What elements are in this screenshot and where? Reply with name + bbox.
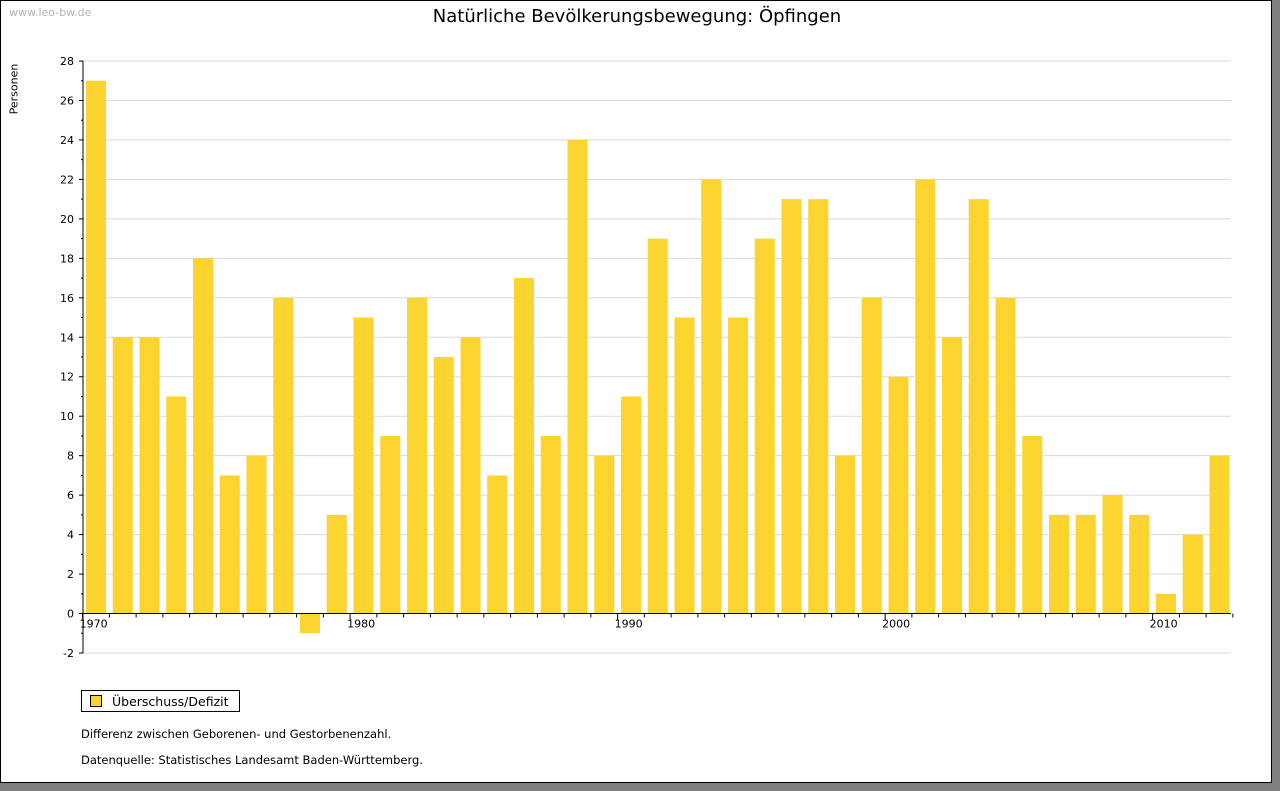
y-tick-label: 2 [67, 568, 74, 581]
bar [1075, 514, 1096, 614]
bar [246, 455, 267, 614]
bar [514, 278, 534, 614]
x-tick-label: 1990 [615, 618, 643, 631]
bar [112, 337, 133, 614]
y-tick-label: 20 [60, 213, 74, 226]
bar [407, 297, 427, 614]
x-tick-label: 2010 [1150, 618, 1178, 631]
bar [1182, 534, 1203, 614]
bar [300, 613, 320, 634]
y-tick-label: 12 [60, 371, 74, 384]
y-tick-label: 14 [60, 331, 74, 344]
bar [888, 376, 909, 614]
x-tick-label: 1970 [80, 618, 108, 631]
source-note: Datenquelle: Statistisches Landesamt Bad… [81, 753, 423, 767]
bar [1209, 455, 1230, 614]
bar [326, 514, 347, 614]
bar [273, 297, 294, 614]
bar [915, 179, 936, 614]
bar [942, 337, 962, 614]
bar [701, 179, 722, 614]
bar [219, 475, 240, 614]
bar [567, 139, 588, 614]
y-tick-label: 8 [67, 450, 74, 463]
bar [86, 80, 106, 614]
y-tick-label: 26 [60, 94, 74, 107]
watermark: www.leo-bw.de [9, 6, 92, 19]
y-tick-label: 6 [67, 489, 74, 502]
bar [193, 258, 213, 614]
bar [647, 238, 668, 614]
legend-swatch [90, 695, 102, 707]
y-tick-label: 10 [60, 410, 74, 423]
y-tick-label: 22 [60, 173, 74, 186]
bar [674, 317, 695, 614]
y-tick-label: 4 [67, 529, 74, 542]
bar [781, 199, 802, 614]
bar [1156, 593, 1176, 614]
bar [433, 357, 454, 614]
y-tick-label: 18 [60, 252, 74, 265]
bar [754, 238, 775, 614]
chart-title: Natürliche Bevölkerungsbewegung: Öpfinge… [432, 6, 842, 27]
bar [1129, 514, 1150, 614]
x-tick-label: 2000 [882, 618, 910, 631]
legend: Überschuss/Defizit [81, 690, 240, 712]
bar [1049, 514, 1069, 614]
bar [728, 317, 748, 614]
bar [861, 297, 882, 614]
y-tick-label: 0 [67, 608, 74, 621]
bar [460, 337, 481, 614]
bar [353, 317, 374, 614]
bar [621, 396, 641, 614]
x-tick-label: 1980 [347, 618, 375, 631]
y-tick-label: 16 [60, 292, 74, 305]
bar [1102, 495, 1123, 614]
bar [594, 455, 615, 614]
description-note: Differenz zwischen Geborenen- und Gestor… [81, 727, 392, 741]
bar [808, 199, 829, 614]
bar [1022, 435, 1043, 614]
legend-label: Überschuss/Defizit [112, 693, 229, 709]
bar [139, 337, 160, 614]
bar [968, 199, 989, 614]
bar [995, 297, 1016, 614]
bar [835, 455, 855, 614]
y-tick-label: 24 [60, 134, 74, 147]
bar [166, 396, 187, 614]
y-tick-label: 28 [60, 55, 74, 68]
bar [540, 435, 561, 614]
bar [487, 475, 508, 614]
bar [380, 435, 401, 614]
y-tick-label: -2 [63, 647, 74, 660]
